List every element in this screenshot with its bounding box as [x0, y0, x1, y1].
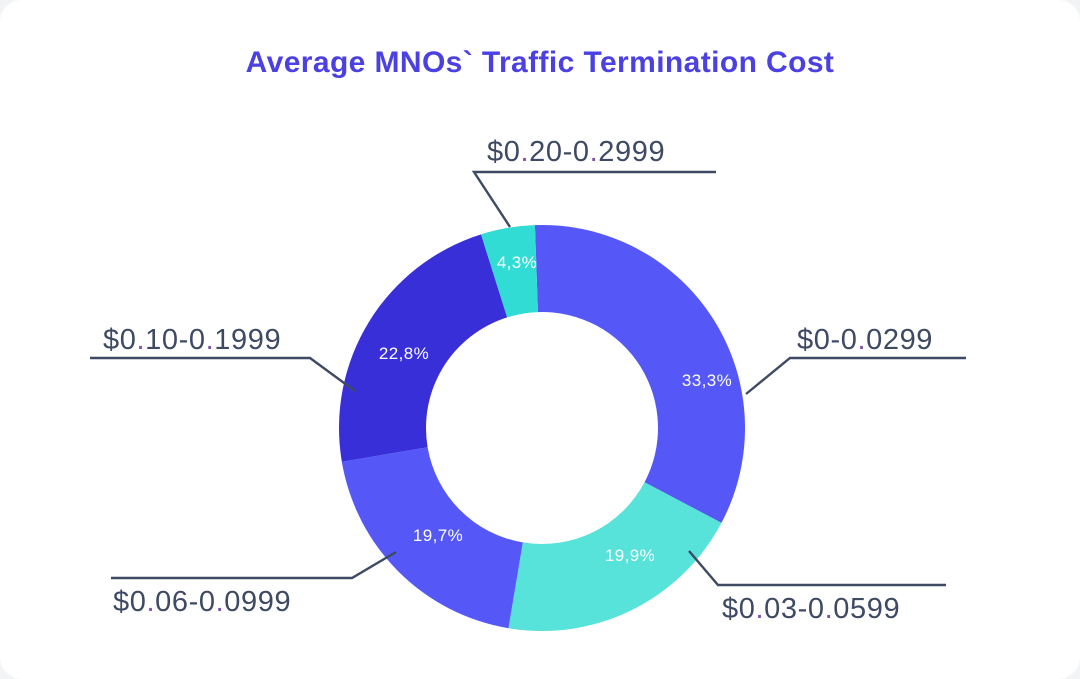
percent-label-010-01999: 22,8% — [378, 344, 430, 363]
donut-slices — [339, 224, 746, 631]
leader-line-top — [471, 170, 716, 228]
donut-slice-1 — [508, 482, 722, 631]
leader-line-bottom-left — [111, 550, 397, 580]
leader-line-left — [90, 356, 356, 392]
chart-title: Average MNOs` Traffic Termination Cost — [245, 46, 835, 79]
range-label-010-01999: $0.10-0.1999 — [103, 324, 282, 356]
donut-slice-0 — [534, 224, 746, 523]
percent-label-006-00999: 19,7% — [412, 526, 464, 545]
range-label-003-00599: $0.03-0.0599 — [722, 593, 901, 625]
leader-line-bottom-right — [688, 550, 946, 587]
donut-slice-4 — [481, 225, 538, 318]
leader-line-right — [745, 356, 966, 395]
percent-label-020-02999: 4,3% — [496, 253, 538, 272]
donut-slice-3 — [339, 234, 508, 462]
donut-slice-2 — [341, 447, 523, 629]
percent-label-003-00599: 19,9% — [604, 546, 656, 565]
percent-label-0-00299: 33,3% — [681, 371, 733, 390]
range-label-0-00299: $0-0.0299 — [797, 324, 934, 356]
range-label-006-00999: $0.06-0.0999 — [113, 586, 292, 618]
range-label-020-02999: $0.20-0.2999 — [487, 136, 666, 168]
